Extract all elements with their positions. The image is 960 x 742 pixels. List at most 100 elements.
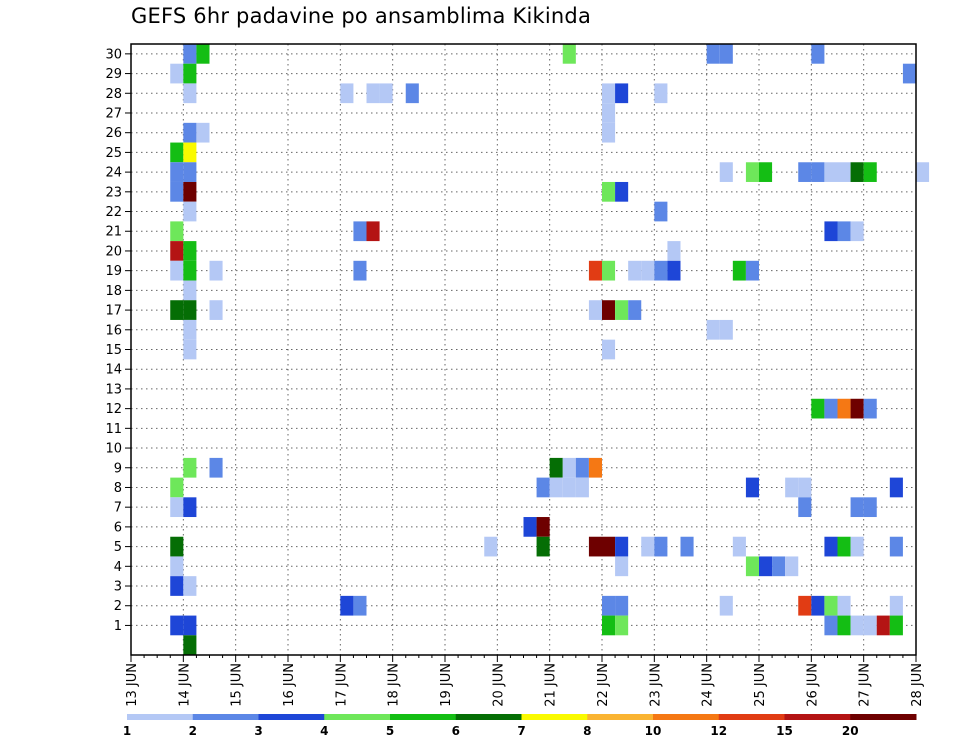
y-tick-label: 7 <box>114 501 122 516</box>
heatmap-cell <box>183 181 197 202</box>
heatmap-cell <box>667 241 681 261</box>
y-tick-label: 3 <box>114 580 122 595</box>
heatmap-cell <box>183 83 197 104</box>
heatmap-cell <box>536 517 550 537</box>
heatmap-cell <box>837 595 851 616</box>
heatmap-cell <box>183 576 197 596</box>
legend-swatch <box>258 714 325 720</box>
legend-label: 2 <box>189 724 197 738</box>
heatmap-cell <box>772 556 786 577</box>
y-tick-label: 9 <box>114 461 122 476</box>
y-tick-label: 19 <box>105 264 122 279</box>
x-tick-label: 21 JUN <box>544 663 559 707</box>
x-tick-label: 16 JUN <box>282 663 297 707</box>
heatmap-cell <box>575 457 589 478</box>
heatmap-cell <box>732 536 746 557</box>
heatmap-cell <box>798 595 812 616</box>
heatmap-cell <box>183 457 197 478</box>
heatmap-cell <box>889 536 903 557</box>
heatmap-cell <box>916 162 930 182</box>
y-tick-label: 23 <box>105 185 122 200</box>
legend-label: 7 <box>517 724 525 738</box>
heatmap-cell <box>209 457 223 478</box>
heatmap-cell <box>170 181 184 202</box>
heatmap-cell <box>183 44 197 64</box>
y-tick-label: 11 <box>105 422 122 437</box>
heatmap-cell <box>745 477 759 498</box>
heatmap-cell <box>745 556 759 577</box>
heatmap-cell <box>719 162 733 182</box>
heatmap-cell <box>902 63 916 84</box>
legend-label: 4 <box>320 724 328 738</box>
heatmap-cell <box>615 595 629 616</box>
heatmap-cell <box>209 300 223 320</box>
heatmap-cell <box>523 517 537 537</box>
heatmap-cell <box>615 83 629 104</box>
x-tick-label: 23 JUN <box>648 663 663 707</box>
heatmap-cell <box>837 398 851 419</box>
heatmap-cell <box>889 615 903 636</box>
heatmap-cell <box>170 221 184 242</box>
heatmap-cell <box>562 44 576 64</box>
y-tick-label: 1 <box>114 619 122 634</box>
heatmap-cell <box>628 300 642 320</box>
y-tick-label: 18 <box>105 284 122 299</box>
y-tick-label: 28 <box>105 87 122 102</box>
x-tick-label: 15 JUN <box>230 663 245 707</box>
heatmap-cell <box>602 122 616 143</box>
y-tick-label: 13 <box>105 382 122 397</box>
heatmap-cell <box>340 595 354 616</box>
heatmap-cell <box>615 300 629 320</box>
legend-swatch <box>324 714 391 720</box>
heatmap-cell <box>863 162 877 182</box>
legend-label: 15 <box>776 724 793 738</box>
heatmap-cell <box>850 398 864 419</box>
heatmap-cell <box>628 260 642 281</box>
heatmap-cell <box>183 497 197 518</box>
heatmap-cell <box>549 457 563 478</box>
heatmap-cell <box>183 300 197 320</box>
y-tick-label: 25 <box>105 146 122 161</box>
heatmap-cell <box>811 44 825 64</box>
heatmap-cell <box>183 241 197 261</box>
legend-label: 5 <box>386 724 394 738</box>
y-tick-label: 27 <box>105 106 122 121</box>
heatmap-cell <box>876 615 890 636</box>
x-tick-label: 20 JUN <box>491 663 506 707</box>
heatmap-cell <box>602 536 616 557</box>
heatmap-cell <box>837 221 851 242</box>
heatmap-cell <box>654 83 668 104</box>
y-tick-label: 10 <box>105 442 122 457</box>
heatmap-cell <box>549 477 563 498</box>
x-tick-label: 17 JUN <box>334 663 349 707</box>
heatmap-cell <box>170 63 184 84</box>
heatmap-cell <box>588 300 602 320</box>
heatmap-cell <box>562 477 576 498</box>
legend-swatch <box>521 714 588 720</box>
heatmap-cell <box>170 300 184 320</box>
heatmap-cell <box>366 221 380 242</box>
x-tick-label: 25 JUN <box>753 663 768 707</box>
x-tick-label: 27 JUN <box>858 663 873 707</box>
heatmap-cell <box>811 398 825 419</box>
legend-label: 1 <box>123 724 131 738</box>
heatmap-cell <box>602 260 616 281</box>
heatmap-cell <box>562 457 576 478</box>
legend-swatch <box>390 714 457 720</box>
y-tick-label: 4 <box>114 560 122 575</box>
heatmap-cell <box>196 122 210 143</box>
heatmap-cell <box>183 280 197 301</box>
heatmap-cell <box>602 595 616 616</box>
heatmap-cell <box>837 615 851 636</box>
heatmap-cell <box>588 457 602 478</box>
legend-label: 12 <box>710 724 727 738</box>
heatmap-cell <box>484 536 498 557</box>
heatmap-cell <box>602 103 616 123</box>
legend-swatch <box>653 714 720 720</box>
y-tick-label: 5 <box>114 540 122 555</box>
heatmap-cell <box>602 300 616 320</box>
heatmap-cell <box>889 595 903 616</box>
heatmap-cell <box>759 162 773 182</box>
heatmap-cell <box>340 83 354 104</box>
y-tick-label: 12 <box>105 402 122 417</box>
